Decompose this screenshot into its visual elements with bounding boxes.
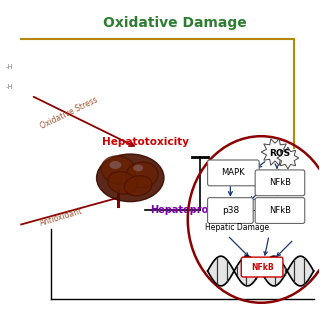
Text: Antioxidant: Antioxidant: [38, 207, 83, 228]
Text: NFkB: NFkB: [269, 178, 291, 187]
Ellipse shape: [108, 172, 137, 194]
Polygon shape: [277, 147, 299, 169]
FancyBboxPatch shape: [255, 170, 305, 196]
Text: Hepatic Damage: Hepatic Damage: [205, 223, 269, 232]
Ellipse shape: [101, 156, 136, 184]
Ellipse shape: [126, 162, 158, 188]
Text: NFkB: NFkB: [269, 206, 291, 215]
Text: ROS: ROS: [269, 148, 291, 157]
Ellipse shape: [124, 176, 152, 196]
Text: Hepatotoxicity: Hepatotoxicity: [102, 137, 188, 147]
Text: Oxidative Damage: Oxidative Damage: [103, 16, 247, 30]
Polygon shape: [261, 139, 289, 165]
FancyBboxPatch shape: [241, 257, 283, 277]
Text: p38: p38: [222, 206, 239, 215]
Text: -H: -H: [5, 84, 13, 90]
FancyBboxPatch shape: [208, 198, 253, 223]
FancyBboxPatch shape: [255, 198, 305, 223]
FancyBboxPatch shape: [208, 160, 259, 186]
Ellipse shape: [133, 164, 143, 172]
Ellipse shape: [109, 161, 121, 169]
Ellipse shape: [97, 154, 164, 202]
Text: Oxidative Stress: Oxidative Stress: [39, 96, 99, 131]
Text: -H: -H: [5, 64, 13, 70]
Text: Hepatoprotection: Hepatoprotection: [150, 204, 247, 215]
Text: MAPK: MAPK: [221, 168, 245, 177]
Text: NFkB: NFkB: [251, 263, 273, 272]
